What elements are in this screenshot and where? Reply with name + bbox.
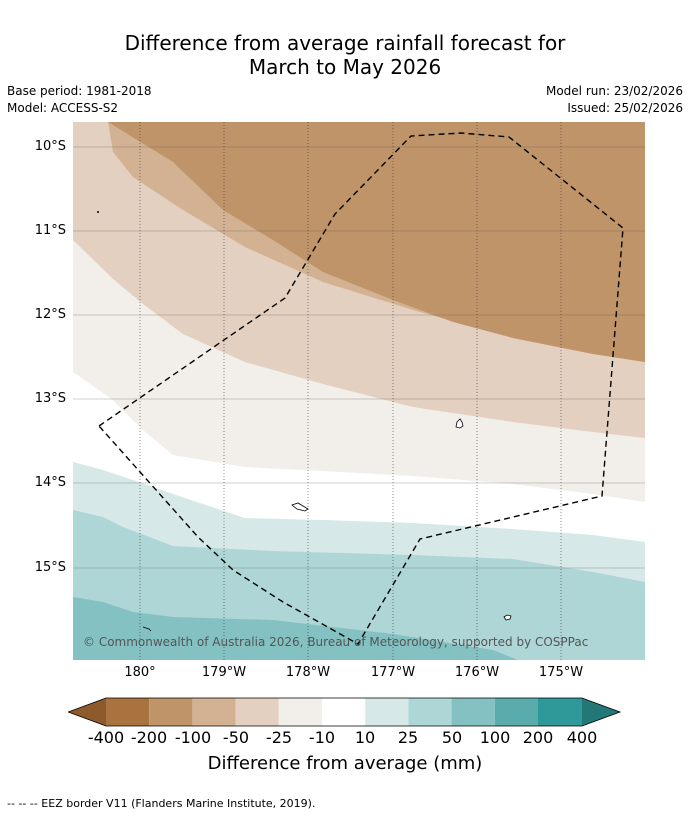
colorbar-above-400 — [582, 698, 620, 726]
cbar-tick-p10: 10 — [354, 728, 376, 747]
lat-label-14s: 14°S — [34, 475, 66, 490]
colorbar-m25 — [278, 698, 322, 726]
colorbar-below-400 — [68, 698, 106, 726]
lon-label-177w: 177°W — [370, 665, 416, 680]
colorbar-title: Difference from average (mm) — [207, 753, 483, 774]
cbar-tick-m50: -50 — [222, 728, 250, 747]
lat-label-15s: 15°S — [34, 560, 66, 575]
colorbar-p10 — [365, 698, 409, 726]
cbar-tick-p400: 400 — [566, 728, 598, 747]
copyright-notice: © Commonwealth of Australia 2026, Bureau… — [83, 635, 589, 649]
base-period: Base period: 1981-2018 — [7, 84, 152, 98]
cbar-tick-m100: -100 — [174, 728, 212, 747]
cbar-tick-p100: 100 — [479, 728, 511, 747]
colorbar-p50 — [451, 698, 495, 726]
issued-date: Issued: 25/02/2026 — [567, 101, 683, 115]
cbar-tick-p25: 25 — [397, 728, 419, 747]
latitude-gridlines — [73, 146, 645, 569]
title-line-1: Difference from average rainfall forecas… — [124, 31, 566, 55]
cbar-tick-p200: 200 — [522, 728, 554, 747]
cbar-tick-m10: -10 — [308, 728, 336, 747]
rainfall-map: © Commonwealth of Australia 2026, Bureau… — [73, 122, 645, 660]
colorbar-m50 — [235, 698, 279, 726]
meta-right: Model run: 23/02/2026 Issued: 25/02/2026 — [546, 83, 683, 117]
colorbar-m400 — [106, 698, 150, 726]
eez-footnote: -- -- -- EEZ border V11 (Flanders Marine… — [7, 797, 316, 810]
meta-left: Base period: 1981-2018 Model: ACCESS-S2 — [7, 83, 152, 117]
island-east — [503, 614, 512, 621]
island-north — [455, 418, 464, 429]
map-svg — [73, 122, 645, 660]
model-name: Model: ACCESS-S2 — [7, 101, 119, 115]
cbar-tick-m400: -400 — [87, 728, 125, 747]
island-tiny — [97, 211, 99, 213]
lon-label-176w: 176°W — [454, 665, 500, 680]
model-run: Model run: 23/02/2026 — [545, 84, 683, 98]
lat-label-11s: 11°S — [34, 223, 66, 238]
colorbar-m100 — [192, 698, 236, 726]
lat-label-13s: 13°S — [34, 391, 66, 406]
eez-border — [98, 132, 624, 645]
colorbar-svg — [66, 697, 622, 727]
lat-label-10s: 10°S — [34, 139, 66, 154]
colorbar-p25 — [408, 698, 452, 726]
colorbar-m200 — [149, 698, 193, 726]
band-minus-200 — [108, 122, 645, 362]
lon-label-180: 180° — [124, 665, 156, 680]
colorbar-p100 — [494, 698, 538, 726]
colorbar-outline — [66, 697, 622, 727]
lon-label-179w: 179°W — [201, 665, 247, 680]
chart-title: Difference from average rainfall forecas… — [0, 31, 690, 79]
title-line-2: March to May 2026 — [248, 55, 442, 79]
lon-label-178w: 178°W — [285, 665, 331, 680]
colorbar-p200 — [538, 698, 582, 726]
colorbar-m10 — [322, 698, 366, 726]
island-southwest — [142, 626, 152, 632]
island-west — [291, 502, 309, 512]
lat-label-12s: 12°S — [34, 307, 66, 322]
lon-label-175w: 175°W — [538, 665, 584, 680]
cbar-tick-p50: 50 — [441, 728, 463, 747]
colorbar — [66, 696, 622, 728]
cbar-tick-m25: -25 — [265, 728, 293, 747]
cbar-tick-m200: -200 — [130, 728, 168, 747]
